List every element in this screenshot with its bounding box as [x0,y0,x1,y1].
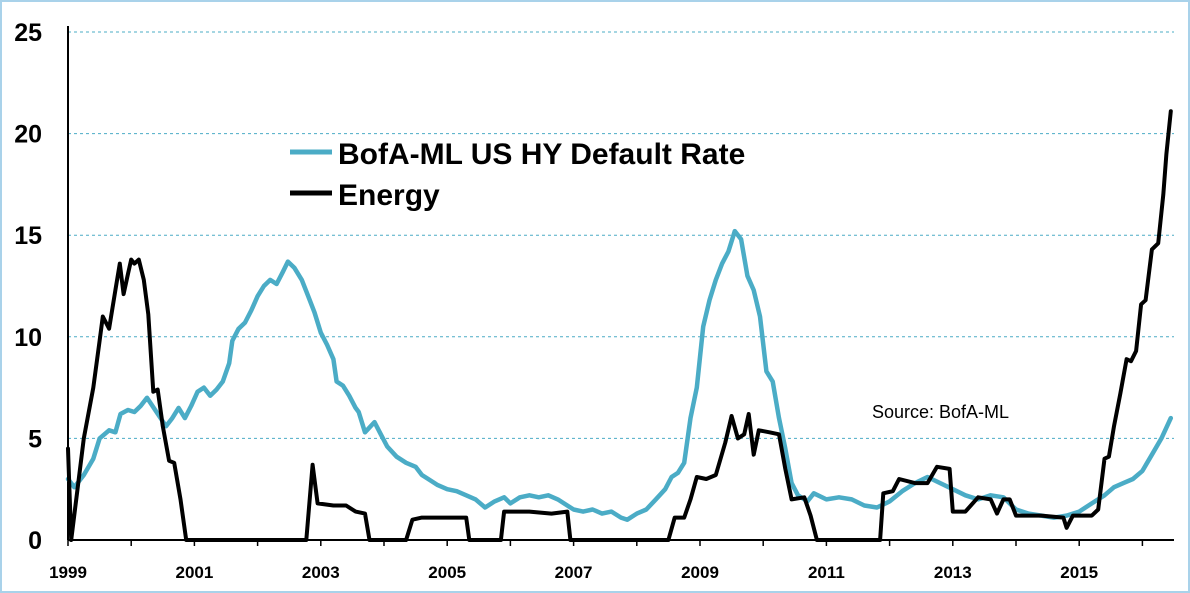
x-tick-label-2007: 2007 [555,563,593,582]
x-tick-label-2009: 2009 [681,563,719,582]
y-axis-tick-labels: 0 5 10 15 20 25 [14,19,42,555]
y-tick-label-20: 20 [14,121,42,149]
series-line-hy-default-rate [65,228,1174,522]
x-tick-label-2013: 2013 [934,563,972,582]
axes [67,26,1174,541]
x-tick-label-2015: 2015 [1060,563,1098,582]
y-tick-label-0: 0 [28,527,42,555]
gridlines [68,31,1174,439]
x-tick-label-2003: 2003 [302,563,340,582]
x-tick-label-2011: 2011 [808,563,845,582]
legend-label-hy-default: BofA-ML US HY Default Rate [338,138,745,171]
y-tick-label-10: 10 [14,324,42,352]
legend-label-energy: Energy [338,179,440,212]
series-lines [65,109,1174,542]
x-tick-label-1999: 1999 [49,563,87,582]
legend: BofA-ML US HY Default Rate Energy [290,138,745,212]
x-tick-label-2005: 2005 [428,563,466,582]
y-tick-label-25: 25 [14,19,42,47]
x-axis-tick-labels: 1999 2001 2003 2005 2007 2009 2011 2013 2015 [49,540,1144,582]
source-annotation: Source: BofA-ML [872,402,1009,422]
x-tick-label-2001: 2001 [175,563,213,582]
y-tick-label-15: 15 [14,222,42,250]
y-tick-label-5: 5 [28,425,42,453]
series-line-energy [66,109,1173,542]
